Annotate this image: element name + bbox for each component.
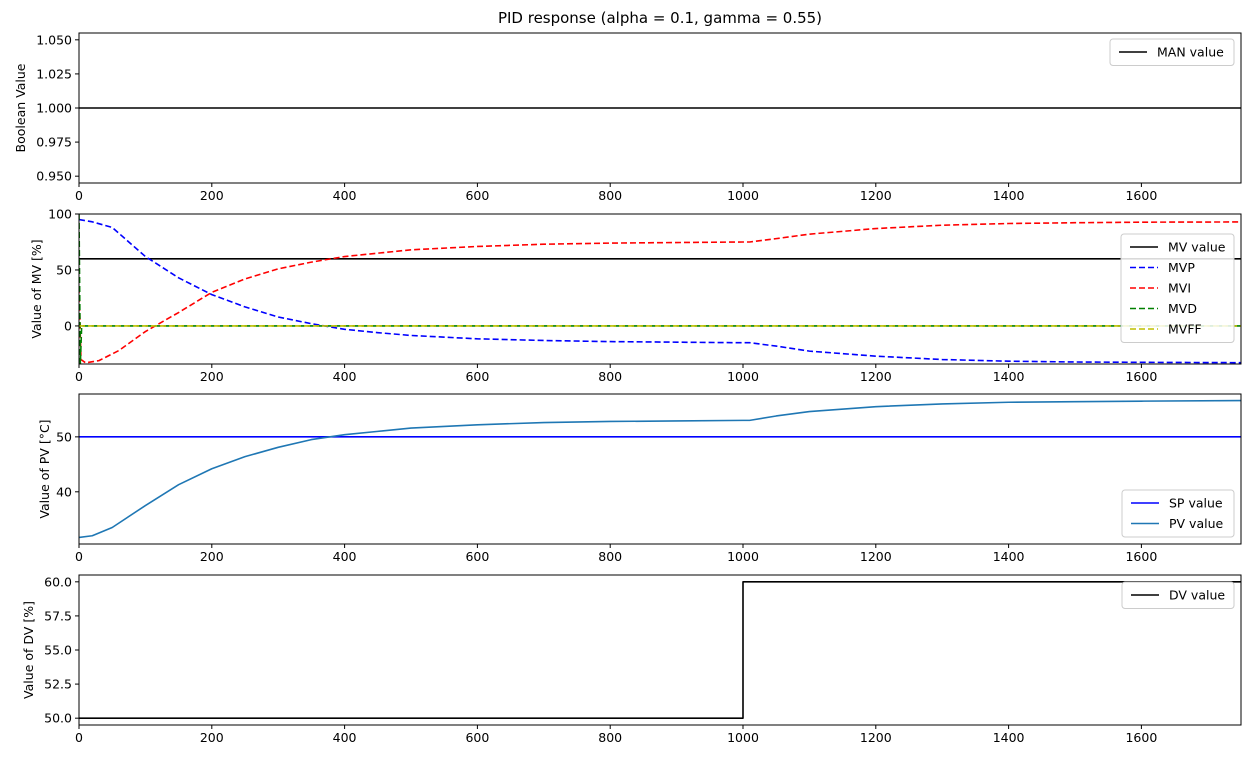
- x-tick-label: 200: [200, 369, 224, 384]
- legend-label: SP value: [1169, 496, 1223, 511]
- x-tick-label: 1000: [727, 549, 759, 564]
- x-tick-label: 1200: [860, 369, 892, 384]
- x-tick-label: 0: [75, 188, 83, 203]
- legend-label: MVD: [1168, 301, 1197, 316]
- legend-label: PV value: [1169, 516, 1224, 531]
- series-line-pv-value: [79, 399, 1241, 539]
- x-tick-label: 1400: [993, 369, 1025, 384]
- series-line-mvd: [79, 214, 1241, 364]
- y-tick-label: 1.050: [36, 32, 72, 47]
- y-tick-label: 0: [64, 318, 72, 333]
- x-tick-label: 1000: [727, 730, 759, 745]
- plot-frame: [78, 393, 1242, 545]
- x-tick-label: 200: [200, 730, 224, 745]
- x-tick-label: 800: [598, 369, 622, 384]
- x-tick-label: 200: [200, 188, 224, 203]
- x-tick-label: 600: [465, 730, 489, 745]
- y-tick-label: 0.950: [36, 169, 72, 184]
- legend-label: DV value: [1169, 588, 1225, 603]
- series-line-dv-value: [79, 581, 1241, 719]
- series-group: [79, 399, 1241, 539]
- series-group: [79, 581, 1241, 719]
- y-tick-label: 0.975: [36, 135, 72, 150]
- legend: MV value MVP MVI MVD MVFF: [1120, 233, 1235, 343]
- chart-panel-4: 0 200 400 600 800 1000 1200 1400 1600 50.0 52.5 55.…: [21, 574, 1242, 745]
- y-tick-label: 50: [56, 429, 72, 444]
- y-axis-label: Value of MV [%]: [29, 239, 44, 338]
- y-tick-label: 50: [56, 262, 72, 277]
- x-tick-label: 1200: [860, 730, 892, 745]
- y-tick-label: 52.5: [44, 677, 72, 692]
- x-tick-label: 800: [598, 188, 622, 203]
- legend-label: MVFF: [1168, 322, 1202, 337]
- legend: SP value PV value: [1121, 489, 1235, 538]
- y-tick-label: 50.0: [44, 711, 72, 726]
- y-tick-label: 55.0: [44, 643, 72, 658]
- y-tick-label: 57.5: [44, 608, 72, 623]
- x-tick-label: 1000: [727, 369, 759, 384]
- plot-frame: [78, 574, 1242, 726]
- x-tick-label: 0: [75, 730, 83, 745]
- chart-panel-1: 0 200 400 600 800 1000 1200 1400 1600 0.950 0.975 1…: [13, 32, 1242, 203]
- y-tick-label: 60.0: [44, 574, 72, 589]
- x-tick-label: 800: [598, 549, 622, 564]
- y-axis-label: Value of PV [°C]: [37, 419, 52, 518]
- legend-label: MVI: [1168, 281, 1191, 296]
- x-tick-label: 0: [75, 369, 83, 384]
- legend-label: MV value: [1168, 240, 1226, 255]
- x-tick-label: 400: [333, 188, 357, 203]
- y-tick-label: 1.025: [36, 66, 72, 81]
- x-tick-label: 200: [200, 549, 224, 564]
- legend-box: [1121, 581, 1235, 609]
- series-group: [79, 214, 1241, 364]
- x-tick-label: 400: [333, 369, 357, 384]
- x-tick-label: 600: [465, 549, 489, 564]
- series-line-mvi: [79, 221, 1241, 364]
- figure-title: PID response (alpha = 0.1, gamma = 0.55): [498, 9, 822, 27]
- legend-box: [1120, 233, 1235, 343]
- x-tick-label: 1200: [860, 549, 892, 564]
- chart-panel-3: 0 200 400 600 800 1000 1200 1400 1600 40 50 Value o…: [37, 393, 1242, 564]
- legend-box: [1121, 489, 1235, 538]
- chart-panel-2: 0 200 400 600 800 1000 1200 1400 1600 0 50 100 Value…: [29, 207, 1242, 384]
- legend-label: MVP: [1168, 260, 1195, 275]
- y-tick-label: 1.000: [36, 101, 72, 116]
- x-tick-label: 400: [333, 549, 357, 564]
- legend-label: MAN value: [1157, 45, 1224, 60]
- x-tick-label: 600: [465, 369, 489, 384]
- x-tick-label: 1600: [1125, 549, 1157, 564]
- x-tick-label: 1400: [993, 188, 1025, 203]
- y-tick-label: 40: [56, 484, 72, 499]
- x-tick-label: 1600: [1125, 730, 1157, 745]
- legend: DV value: [1121, 581, 1235, 609]
- x-tick-label: 1200: [860, 188, 892, 203]
- y-tick-label: 100: [48, 207, 72, 222]
- x-tick-label: 1600: [1125, 188, 1157, 203]
- y-axis-label: Value of DV [%]: [21, 601, 36, 699]
- x-tick-label: 800: [598, 730, 622, 745]
- series-line-mvp: [79, 218, 1241, 364]
- x-tick-label: 1400: [993, 730, 1025, 745]
- x-tick-label: 400: [333, 730, 357, 745]
- y-axis-label: Boolean Value: [13, 63, 28, 152]
- legend-box: [1109, 38, 1235, 66]
- plot-frame: [78, 213, 1242, 365]
- legend: MAN value: [1109, 38, 1235, 66]
- x-tick-label: 1400: [993, 549, 1025, 564]
- x-tick-label: 1600: [1125, 369, 1157, 384]
- x-tick-label: 1000: [727, 188, 759, 203]
- x-tick-label: 0: [75, 549, 83, 564]
- x-tick-label: 600: [465, 188, 489, 203]
